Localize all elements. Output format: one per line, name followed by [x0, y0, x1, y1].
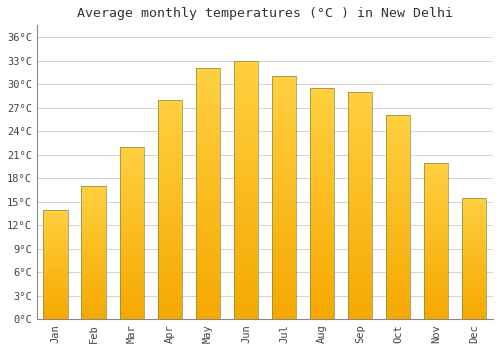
Bar — [424, 162, 448, 320]
Bar — [310, 88, 334, 320]
Bar — [82, 186, 106, 320]
Bar — [158, 100, 182, 320]
Bar — [348, 92, 372, 320]
Bar — [44, 210, 68, 320]
Bar — [234, 61, 258, 320]
Title: Average monthly temperatures (°C ) in New Delhi: Average monthly temperatures (°C ) in Ne… — [77, 7, 453, 20]
Bar — [196, 68, 220, 320]
Bar — [462, 198, 486, 320]
Bar — [272, 76, 296, 320]
Bar — [386, 116, 410, 320]
Bar — [120, 147, 144, 320]
